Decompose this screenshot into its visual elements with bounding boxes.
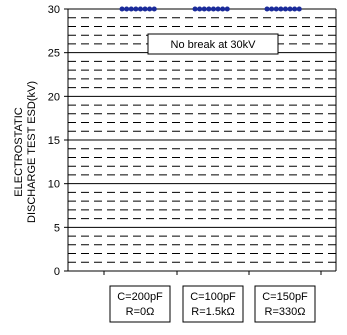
y-tick-labels: 0 5 10 15 20 25 30 [48, 4, 68, 278]
category-line-2: R=0Ω [126, 306, 155, 318]
y-tick-label: 15 [48, 135, 60, 147]
annotation-box: No break at 30kV [147, 33, 279, 55]
category-line-2: R=1.5kΩ [191, 306, 234, 318]
category-line-1: C=150pF [262, 291, 308, 303]
y-axis-title: ELECTROSTATIC DISCHARGE TEST ESD(kV) [13, 81, 38, 223]
category-label-1: C=200pF R=0Ω [109, 285, 171, 323]
y-tick-label: 0 [54, 266, 60, 278]
category-label-3: C=150pF R=330Ω [254, 285, 316, 323]
y-tick-label: 25 [48, 48, 60, 60]
category-label-2: C=100pF R=1.5kΩ [182, 285, 244, 323]
y-tick-label: 5 [54, 222, 60, 234]
gridlines [68, 8, 336, 272]
y-tick-label: 20 [48, 91, 60, 103]
category-frame [254, 285, 316, 323]
category-line-1: C=100pF [190, 291, 236, 303]
y-tick-label: 30 [48, 4, 60, 16]
annotation-text: No break at 30kV [171, 39, 257, 51]
annotation-frame [147, 33, 279, 55]
category-labels: C=200pF R=0Ω C=100pF R=1.5kΩ C=150pF R=330Ω [109, 285, 316, 323]
category-line-2: R=330Ω [265, 306, 306, 318]
category-frame [182, 285, 244, 323]
y-axis-title-line-1: ELECTROSTATIC [13, 107, 25, 196]
category-frame [109, 285, 171, 323]
y-axis-title-line-2: DISCHARGE TEST ESD(kV) [26, 81, 38, 223]
category-line-1: C=200pF [117, 291, 163, 303]
y-tick-label: 10 [48, 179, 60, 191]
